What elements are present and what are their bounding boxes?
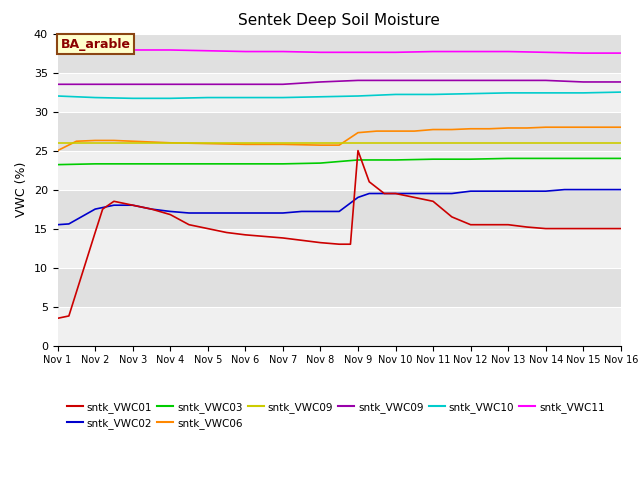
Bar <box>58 190 621 228</box>
Text: BA_arable: BA_arable <box>60 37 131 51</box>
Bar <box>58 72 621 111</box>
Bar <box>58 111 621 151</box>
Bar <box>58 228 621 268</box>
Bar <box>58 151 621 190</box>
Bar <box>58 34 621 72</box>
Bar <box>58 268 621 307</box>
Title: Sentek Deep Soil Moisture: Sentek Deep Soil Moisture <box>238 13 440 28</box>
Legend: sntk_VWC01, sntk_VWC02, sntk_VWC03, sntk_VWC06, sntk_VWC09, sntk_VWC09, sntk_VWC: sntk_VWC01, sntk_VWC02, sntk_VWC03, sntk… <box>63 397 609 433</box>
Y-axis label: VWC (%): VWC (%) <box>15 162 28 217</box>
Bar <box>58 307 621 346</box>
